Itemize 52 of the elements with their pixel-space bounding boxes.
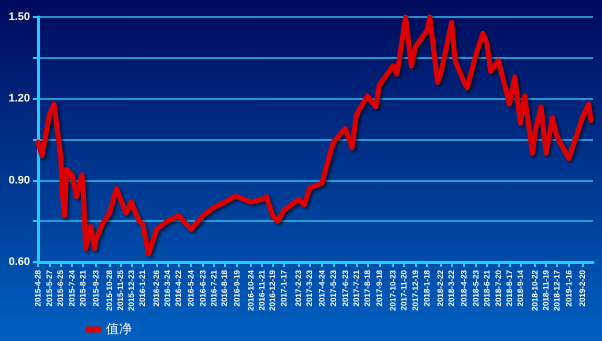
x-tick-label: 2015-5-27 <box>44 269 54 306</box>
y-tick-label: 1.20 <box>8 92 30 105</box>
x-tick-label: 2019-2-20 <box>578 269 587 306</box>
x-tick-label: 2016-9-19 <box>232 269 242 306</box>
x-tick-label: 2018-11-19 <box>542 269 551 310</box>
x-tick-label: 2017-11-20 <box>399 269 408 310</box>
x-tick-label: 2016-1-21 <box>138 269 148 306</box>
y-tick-label: 0.60 <box>8 256 30 268</box>
x-tick-label: 2018-3-22 <box>447 269 456 306</box>
x-tick-label: 2015-10-28 <box>104 269 114 311</box>
x-tick-label: 2015-9-23 <box>91 269 100 306</box>
x-tick-label: 2015-12-23 <box>126 269 136 311</box>
x-tick-label: 2016-6-23 <box>198 269 208 306</box>
x-tick-label: 2016-7-21 <box>209 269 218 306</box>
x-tick-label: 2017-5-23 <box>328 269 338 306</box>
x-tick-label: 2017-3-23 <box>304 269 314 306</box>
x-tick-label: 2017-8-18 <box>362 269 372 306</box>
x-tick-label: 2017-6-23 <box>340 269 350 306</box>
x-tick-label: 2018-10-22 <box>530 269 540 311</box>
x-tick-label: 2016-11-21 <box>257 269 266 310</box>
x-tick-label: 2018-6-21 <box>482 269 492 306</box>
x-tick-label: 2017-7-21 <box>352 269 361 306</box>
x-tick-label: 2015-4-28 <box>34 269 42 306</box>
x-tick-label: 2015-6-25 <box>56 269 66 306</box>
y-tick-label: 0.90 <box>8 174 30 186</box>
x-tick-label: 2016-8-18 <box>220 269 230 306</box>
x-tick-label: 2017-12-19 <box>410 269 420 311</box>
x-tick-label: 2015-8-21 <box>78 269 88 306</box>
x-tick-label: 2017-9-18 <box>374 269 384 306</box>
x-tick-label: 2017-4-24 <box>317 269 326 306</box>
x-tick-label: 2016-10-24 <box>246 269 256 311</box>
x-tick-label: 2016-5-24 <box>186 269 196 306</box>
x-tick-label: 2018-8-17 <box>504 269 514 306</box>
x-tick-label: 2016-2-26 <box>152 269 162 306</box>
x-tick-label: 2017-2-23 <box>294 269 304 306</box>
y-tick-label: 1.50 <box>8 11 30 23</box>
x-tick-label: 2015-7-24 <box>67 269 76 306</box>
x-tick-label: 2018-7-20 <box>494 269 503 306</box>
x-tick-label: 2017-1-17 <box>280 269 289 306</box>
x-tick-label: 2017-10-23 <box>388 269 398 311</box>
x-tick-label: 2018-5-23 <box>471 269 480 306</box>
x-tick-label: 2016-4-22 <box>174 269 184 306</box>
x-tick-label: 2018-2-22 <box>436 269 446 306</box>
x-tick-label: 2018-4-23 <box>460 269 469 306</box>
legend-label: 值净 <box>106 322 132 337</box>
x-tick-label: 2016-12-19 <box>268 269 278 311</box>
x-tick-label: 2018-9-14 <box>516 269 525 306</box>
x-tick-label: 2019-1-16 <box>564 269 574 306</box>
x-tick-label: 2016-3-24 <box>162 269 172 306</box>
x-tick-label: 2018-12-17 <box>552 269 562 311</box>
x-tick-label: 2018-1-18 <box>422 269 432 306</box>
x-tick-label: 2015-11-25 <box>116 269 125 310</box>
